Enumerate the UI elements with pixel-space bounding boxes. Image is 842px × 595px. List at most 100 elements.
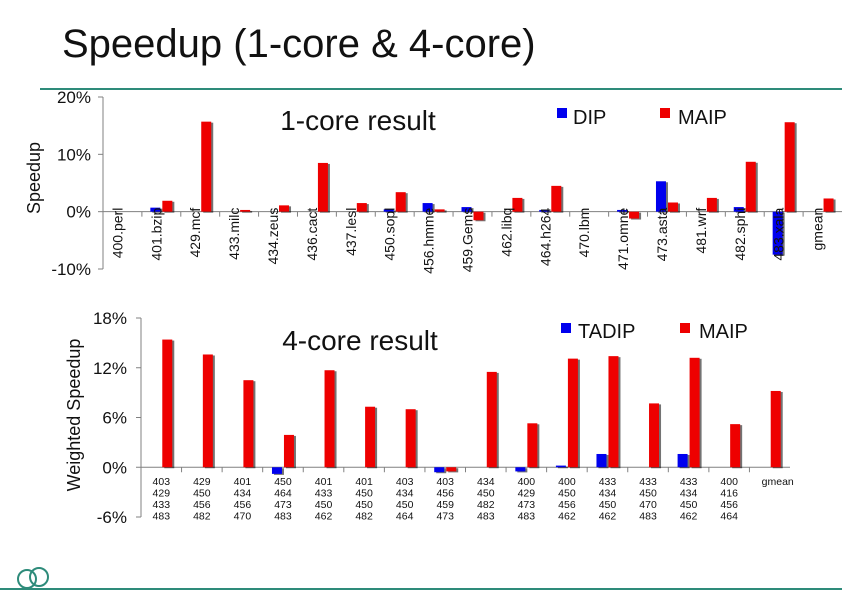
x-tick-label-4core: 450 — [558, 488, 576, 500]
x-tick-label-4core: 464 — [720, 511, 738, 523]
x-tick-label-4core: 483 — [477, 511, 495, 523]
x-tick-label-1core: 482.sphi — [732, 208, 748, 261]
x-tick-label-4core: 464 — [274, 488, 292, 500]
slide-title: Speedup (1-core & 4-core) — [62, 22, 536, 66]
x-tick-label-1core: 433.milc — [226, 208, 242, 260]
x-tick-label-4core: 401 — [315, 476, 333, 488]
x-tick-label-4core: 483 — [274, 511, 292, 523]
x-tick-label-4core: 433 — [639, 476, 657, 488]
x-tick-label-4core: 459 — [436, 499, 454, 511]
x-tick-label-4core: 434 — [234, 488, 252, 500]
bar-tadip — [677, 453, 688, 468]
chart-title-4core: 4-core result — [282, 325, 438, 356]
x-tick-label-4core: 482 — [355, 511, 373, 523]
bar-maip-4core — [446, 467, 457, 472]
x-tick-label-4core: 456 — [193, 499, 211, 511]
y-tick-label-1core: -10% — [51, 260, 91, 279]
x-tick-label-4core: 403 — [436, 476, 454, 488]
bar-maip — [317, 162, 328, 212]
x-tick-label-1core: 401.bzip — [148, 207, 164, 260]
x-tick-label-4core: 450 — [599, 499, 617, 511]
bar-maip-4core — [649, 403, 660, 468]
x-tick-label-4core: 462 — [599, 511, 617, 523]
bar-maip-4core — [527, 423, 538, 468]
x-tick-label-4core: 456 — [436, 488, 454, 500]
footer-line — [0, 588, 842, 590]
x-tick-label-1core: 456.hmme — [421, 207, 437, 273]
legend-label-maip-4core: MAIP — [699, 321, 748, 343]
x-tick-label-4core: 450 — [639, 488, 657, 500]
bar-dip — [383, 209, 394, 212]
bar-tadip — [596, 453, 607, 468]
x-tick-label-4core: 416 — [720, 488, 738, 500]
x-tick-label-4core: 482 — [477, 499, 495, 511]
bar-maip-4core — [243, 380, 254, 468]
x-tick-label-4core: 434 — [477, 476, 495, 488]
x-tick-label-4core: 450 — [355, 488, 373, 500]
legend-label-dip: DIP — [573, 107, 606, 129]
x-tick-label-1core: 462.libq — [498, 208, 514, 257]
bar-maip — [667, 202, 678, 212]
x-tick-label-4core: 433 — [315, 488, 333, 500]
x-tick-label-1core: 481.wrf — [693, 208, 709, 254]
x-tick-label-1core: 436.cact — [304, 208, 320, 261]
bar-maip — [745, 161, 756, 212]
bar-maip-4core — [405, 409, 416, 468]
bar-maip-4core — [283, 434, 294, 468]
x-tick-label-4core: 400 — [518, 476, 536, 488]
bar-maip-4core — [365, 406, 376, 468]
bar-dip — [655, 181, 666, 212]
x-tick-label-4core: 434 — [396, 488, 414, 500]
x-tick-label-4core: 450 — [274, 476, 292, 488]
x-tick-label-4core: 400 — [720, 476, 738, 488]
x-tick-label-4core: 470 — [639, 499, 657, 511]
legend-label-tadip: TADIP — [578, 321, 635, 343]
x-tick-label-4core: gmean — [762, 476, 794, 488]
bar-maip — [240, 209, 251, 212]
x-tick-label-4core: 429 — [193, 476, 211, 488]
x-tick-label-1core: 470.lbm — [576, 208, 592, 258]
x-tick-label-1core: 483.xala — [771, 207, 787, 260]
bar-maip — [706, 197, 717, 212]
x-tick-label-1core: 459.Gems — [460, 208, 476, 273]
x-tick-label-4core: 403 — [153, 476, 171, 488]
x-tick-label-4core: 462 — [315, 511, 333, 523]
x-tick-label-4core: 429 — [153, 488, 171, 500]
bar-dip — [422, 203, 433, 212]
bar-maip — [356, 203, 367, 212]
x-tick-label-4core: 456 — [558, 499, 576, 511]
x-tick-label-4core: 450 — [355, 499, 373, 511]
bar-maip-4core — [730, 424, 741, 468]
bar-tadip — [515, 467, 526, 472]
legend-swatch-maip-4core — [680, 323, 690, 333]
chart-title-1core: 1-core result — [280, 105, 436, 136]
legend-label-maip: MAIP — [678, 107, 727, 129]
x-tick-label-4core: 450 — [193, 488, 211, 500]
y-tick-label-1core: 0% — [66, 203, 91, 222]
x-tick-label-4core: 482 — [193, 511, 211, 523]
bar-maip-4core — [486, 371, 497, 468]
x-tick-label-4core: 473 — [436, 511, 454, 523]
bar-maip-4core — [770, 390, 781, 468]
y-tick-label-4core: 12% — [93, 359, 127, 378]
bar-dip — [772, 211, 783, 255]
bar-maip — [473, 211, 484, 221]
y-axis-label-1core: Speedup — [24, 142, 44, 214]
x-tick-label-1core: 450.sopl — [382, 208, 398, 261]
x-tick-label-4core: 456 — [234, 499, 252, 511]
x-tick-label-4core: 400 — [558, 476, 576, 488]
x-tick-label-1core: 429.mcf — [187, 208, 203, 258]
bar-maip — [784, 122, 795, 212]
bar-maip — [512, 197, 523, 212]
y-tick-label-4core: 18% — [93, 309, 127, 328]
bar-maip — [201, 121, 212, 212]
x-tick-label-1core: 400.perl — [109, 208, 125, 259]
logo-rings-icon — [17, 567, 49, 589]
y-tick-label-1core: 10% — [57, 145, 91, 164]
y-tick-label-4core: 0% — [102, 458, 127, 477]
x-tick-label-4core: 401 — [234, 476, 252, 488]
x-tick-label-4core: 462 — [558, 511, 576, 523]
x-tick-label-4core: 483 — [639, 511, 657, 523]
